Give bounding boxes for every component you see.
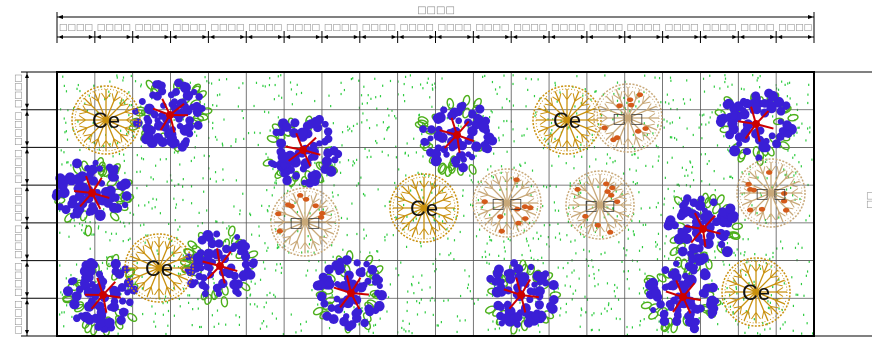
top-segment-label: □□□□ — [513, 23, 547, 33]
top-segment-label: □□□□ — [59, 23, 93, 33]
left-segment-label: □□□□ — [13, 187, 23, 221]
flower-shrub — [262, 114, 343, 188]
top-dimension: □□□□ □□□□ □□□□ □□□□ □□□□ □□□□ □□□□ □□□□ □□□□ □□□… — [56, 5, 815, 43]
left-segment-label: □□□□ — [13, 262, 23, 296]
fruit-tree-label: □ □ — [585, 198, 616, 214]
flower-shrub — [128, 78, 213, 153]
top-segment-label: □□□□ — [702, 23, 736, 33]
ce-tree: Ce — [71, 85, 141, 155]
ce-tree-label: Ce — [410, 196, 438, 221]
top-segment-label: □□□□ — [475, 23, 509, 33]
flower-shrub — [414, 94, 498, 178]
ce-tree-label: Ce — [553, 108, 581, 133]
top-segment-label: □□□□ — [324, 23, 358, 33]
left-dimension: □□□□ □□□□ □□□□ □□□□ □□□□ □□□□ □□□□ — [13, 71, 57, 337]
flower-shrub — [663, 192, 744, 272]
top-segment-label: □□□□ — [362, 23, 396, 33]
top-segment-label: □□□□ — [135, 23, 169, 33]
fruit-tree: □ □ — [472, 168, 542, 238]
top-segment-label: □□□□ — [172, 23, 206, 33]
left-segment-label: □□□□ — [13, 149, 23, 183]
flower-shrub — [484, 259, 562, 335]
ce-tree: Ce — [389, 173, 459, 243]
flower-shrub — [714, 88, 799, 167]
left-segments: □□□□ □□□□ □□□□ □□□□ □□□□ □□□□ □□□□ — [13, 71, 57, 337]
ce-tree-label: Ce — [92, 108, 120, 133]
ce-tree: Ce — [124, 233, 194, 303]
top-segment-label: □□□□ — [740, 23, 774, 33]
left-segment-label: □□□□ — [13, 74, 23, 108]
fruit-tree: □ □ — [736, 158, 806, 228]
flower-shrub — [312, 250, 387, 334]
flower-shrub — [179, 225, 259, 308]
top-segment-label: □□□□ — [400, 23, 434, 33]
top-segment-label: □□□□ — [665, 23, 699, 33]
fruit-tree: □ □ — [565, 170, 635, 240]
top-segment-label: □□□□ — [437, 23, 471, 33]
top-segment-label: □□□□ — [210, 23, 244, 33]
top-segments: □□□□ □□□□ □□□□ □□□□ □□□□ □□□□ □□□□ □□□□ □□□□ □□□□… — [56, 23, 815, 43]
left-segment-label: □□□□ — [13, 300, 23, 334]
top-segment-label: □□□□ — [286, 23, 320, 33]
flower-shrub — [640, 256, 722, 334]
top-segment-label: □□□□ — [97, 23, 131, 33]
right-label: □□ — [865, 191, 872, 208]
left-segment-label: □□□□ — [13, 112, 23, 146]
top-segment-label: □□□□ — [589, 23, 623, 33]
top-segment-label: □□□□ — [248, 23, 282, 33]
ce-tree-label: Ce — [145, 256, 173, 281]
top-segment-label: □□□□ — [627, 23, 661, 33]
flower-shrub — [62, 253, 139, 337]
plants: Ce Ce Ce Ce Ce □ □ □ □ □ □ □ □ □ □ — [51, 78, 806, 337]
fruit-tree: □ □ — [270, 187, 340, 257]
flower-shrub — [51, 157, 135, 237]
fruit-tree-label: □ □ — [756, 186, 787, 202]
ce-tree: Ce — [532, 85, 602, 155]
fruit-tree-label: □ □ — [492, 196, 523, 212]
ce-tree-label: Ce — [742, 280, 770, 305]
fruit-tree: □ □ — [593, 83, 663, 153]
field-frame — [56, 71, 815, 337]
fruit-tree-label: □ □ — [613, 111, 644, 127]
ce-tree: Ce — [721, 257, 791, 327]
fruit-tree-label: □ □ — [290, 215, 321, 231]
top-segment-label: □□□□ — [551, 23, 585, 33]
top-segment-label: □□□□ — [778, 23, 812, 33]
top-total-label: □□□□ — [417, 5, 455, 16]
left-segment-label: □□□□ — [13, 225, 23, 259]
planting-field: Ce Ce Ce Ce Ce □ □ □ □ □ □ □ □ □ □ — [51, 71, 815, 337]
